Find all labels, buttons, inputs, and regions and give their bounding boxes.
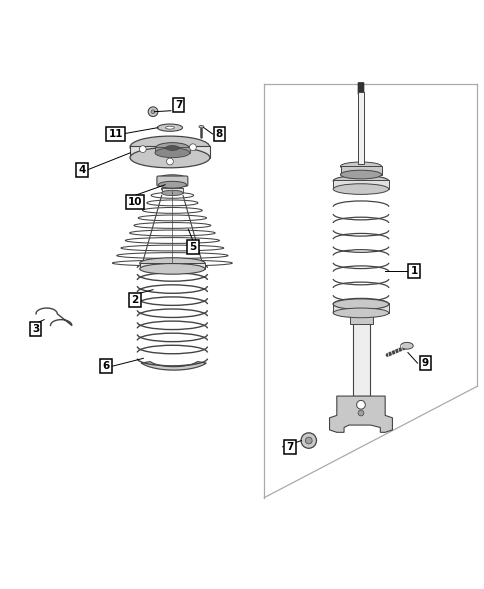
Polygon shape	[329, 396, 392, 432]
Ellipse shape	[333, 299, 388, 309]
Circle shape	[189, 144, 196, 151]
Ellipse shape	[161, 186, 183, 192]
Ellipse shape	[130, 147, 210, 168]
Text: 5: 5	[189, 242, 197, 252]
Circle shape	[166, 158, 173, 165]
Polygon shape	[141, 362, 206, 370]
FancyBboxPatch shape	[130, 145, 210, 158]
FancyBboxPatch shape	[357, 92, 363, 164]
Text: 11: 11	[108, 129, 123, 139]
Text: 8: 8	[215, 129, 223, 139]
FancyBboxPatch shape	[161, 188, 182, 193]
Ellipse shape	[155, 143, 189, 153]
Circle shape	[151, 110, 155, 114]
Text: 4: 4	[78, 165, 86, 175]
Ellipse shape	[165, 145, 179, 150]
Circle shape	[356, 401, 364, 409]
Ellipse shape	[158, 181, 186, 188]
FancyBboxPatch shape	[357, 82, 363, 94]
Circle shape	[357, 410, 363, 416]
Circle shape	[305, 437, 312, 444]
FancyBboxPatch shape	[352, 312, 369, 396]
FancyBboxPatch shape	[333, 303, 388, 313]
FancyBboxPatch shape	[139, 263, 205, 269]
Text: 1: 1	[410, 266, 417, 276]
Ellipse shape	[158, 175, 186, 182]
FancyBboxPatch shape	[333, 180, 388, 189]
Ellipse shape	[165, 126, 174, 129]
Ellipse shape	[333, 308, 388, 317]
Text: 2: 2	[131, 295, 138, 305]
Ellipse shape	[161, 190, 182, 196]
FancyBboxPatch shape	[349, 312, 372, 323]
Text: 7: 7	[286, 442, 293, 452]
Circle shape	[148, 107, 158, 117]
Text: 6: 6	[102, 361, 109, 371]
Ellipse shape	[157, 124, 182, 131]
FancyBboxPatch shape	[155, 147, 190, 153]
FancyBboxPatch shape	[157, 176, 187, 186]
Circle shape	[301, 433, 316, 448]
Ellipse shape	[198, 125, 203, 128]
Circle shape	[139, 145, 146, 153]
Ellipse shape	[139, 258, 205, 269]
Ellipse shape	[340, 162, 381, 171]
Ellipse shape	[340, 170, 381, 179]
Ellipse shape	[155, 148, 189, 158]
Text: 10: 10	[128, 197, 142, 207]
Text: 3: 3	[32, 325, 39, 335]
Text: 9: 9	[421, 358, 428, 368]
Ellipse shape	[139, 263, 205, 274]
Ellipse shape	[400, 342, 412, 349]
Text: 7: 7	[175, 100, 182, 110]
Ellipse shape	[333, 176, 388, 186]
Ellipse shape	[130, 136, 210, 158]
FancyBboxPatch shape	[340, 166, 381, 174]
Ellipse shape	[333, 184, 388, 194]
